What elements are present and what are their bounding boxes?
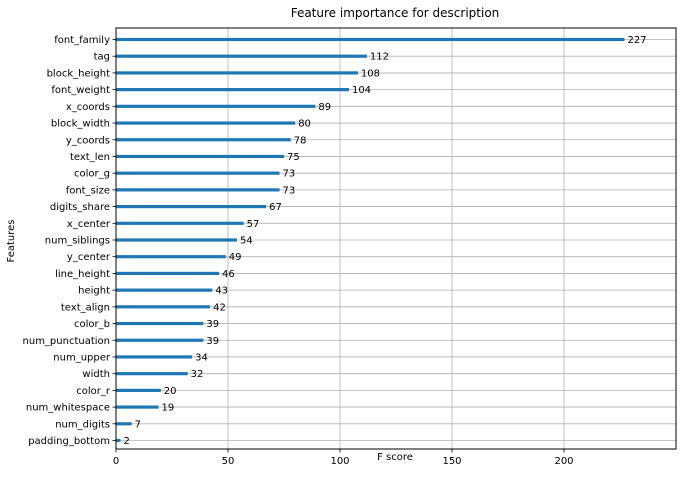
data-label-y_center: 49 bbox=[229, 252, 242, 263]
y-tick-label-num_digits: num_digits bbox=[55, 419, 110, 430]
bar-font_weight bbox=[116, 88, 349, 92]
y-tick-label-digits_share: digits_share bbox=[50, 202, 110, 213]
y-tick-label-num_whitespace: num_whitespace bbox=[26, 403, 110, 414]
bar-width bbox=[116, 372, 188, 376]
y-tick-label-color_b: color_b bbox=[74, 319, 110, 330]
bar-num_siblings bbox=[116, 238, 237, 242]
bar-y_coords bbox=[116, 138, 291, 142]
y-tick-label-block_width: block_width bbox=[51, 119, 110, 130]
data-label-line_height: 46 bbox=[222, 269, 235, 280]
x-tick-label: 200 bbox=[554, 456, 573, 467]
label-layer: 0 50 100 150 200 font_family 227 tag 112 block_he… bbox=[23, 35, 647, 467]
data-label-height: 43 bbox=[215, 286, 228, 297]
data-label-num_punctuation: 39 bbox=[206, 336, 219, 347]
y-tick-label-x_coords: x_coords bbox=[66, 102, 110, 113]
data-label-num_siblings: 54 bbox=[240, 236, 253, 247]
x-tick-label: 150 bbox=[442, 456, 461, 467]
y-tick-label-num_upper: num_upper bbox=[53, 352, 111, 363]
y-tick-label-x_center: x_center bbox=[67, 219, 111, 230]
bar-text_len bbox=[116, 154, 284, 159]
data-label-digits_share: 67 bbox=[269, 202, 282, 213]
bar-font_family bbox=[116, 37, 625, 42]
y-tick-label-tag: tag bbox=[94, 52, 110, 63]
data-label-color_b: 39 bbox=[206, 319, 219, 330]
y-tick-label-text_align: text_align bbox=[61, 302, 110, 313]
bar-padding_bottom bbox=[116, 438, 121, 443]
bar-block_width bbox=[116, 121, 296, 125]
x-tick-label: 100 bbox=[330, 456, 349, 467]
data-label-y_coords: 78 bbox=[294, 135, 307, 146]
y-tick-label-color_r: color_r bbox=[76, 386, 111, 397]
y-tick-label-text_len: text_len bbox=[70, 152, 110, 163]
bar-num_punctuation bbox=[116, 338, 204, 342]
data-label-tag: 112 bbox=[370, 52, 389, 63]
bar-x_center bbox=[116, 221, 244, 225]
y-tick-label-num_siblings: num_siblings bbox=[45, 236, 110, 247]
bar-color_g bbox=[116, 171, 280, 175]
data-label-num_upper: 34 bbox=[195, 352, 208, 363]
data-label-font_size: 73 bbox=[283, 185, 296, 196]
y-tick-label-font_weight: font_weight bbox=[51, 85, 110, 96]
data-label-padding_bottom: 2 bbox=[123, 436, 129, 447]
data-label-width: 32 bbox=[191, 369, 204, 380]
y-tick-label-block_height: block_height bbox=[47, 68, 110, 79]
y-tick-label-font_size: font_size bbox=[66, 185, 110, 196]
x-tick-label: 50 bbox=[222, 456, 235, 467]
y-tick-label-width: width bbox=[82, 369, 110, 380]
y-tick-label-color_g: color_g bbox=[74, 169, 110, 180]
y-tick-label-num_punctuation: num_punctuation bbox=[23, 336, 110, 347]
tick-layer bbox=[112, 39, 565, 453]
y-tick-label-y_coords: y_coords bbox=[66, 135, 110, 146]
data-label-block_height: 108 bbox=[361, 68, 380, 79]
x-tick-label: 0 bbox=[113, 456, 119, 467]
y-tick-label-line_height: line_height bbox=[55, 269, 110, 280]
data-label-x_center: 57 bbox=[247, 219, 260, 230]
data-label-x_coords: 89 bbox=[318, 102, 331, 113]
data-label-font_weight: 104 bbox=[352, 85, 371, 96]
bar-y_center bbox=[116, 255, 226, 259]
y-tick-label-height: height bbox=[78, 286, 110, 297]
bar-line_height bbox=[116, 271, 220, 276]
bar-color_r bbox=[116, 388, 161, 392]
y-tick-label-padding_bottom: padding_bottom bbox=[28, 436, 110, 447]
y-tick-label-y_center: y_center bbox=[67, 252, 111, 263]
data-label-text_len: 75 bbox=[287, 152, 300, 163]
x-axis-label: F score bbox=[377, 452, 413, 463]
bar-num_digits bbox=[116, 422, 132, 426]
y-tick-label-font_family: font_family bbox=[54, 35, 110, 46]
chart-title: Feature importance for description bbox=[291, 6, 500, 20]
plot-frame bbox=[115, 27, 677, 450]
data-label-text_align: 42 bbox=[213, 302, 226, 313]
bar-num_whitespace bbox=[116, 405, 159, 409]
data-label-num_whitespace: 19 bbox=[162, 403, 175, 414]
data-label-font_family: 227 bbox=[627, 35, 646, 46]
data-label-color_g: 73 bbox=[283, 169, 296, 180]
bar-text_align bbox=[116, 305, 211, 309]
bar-font_size bbox=[116, 188, 280, 192]
bar-height bbox=[116, 288, 213, 292]
bar-digits_share bbox=[116, 204, 267, 209]
bar-num_upper bbox=[116, 355, 193, 359]
data-label-block_width: 80 bbox=[298, 119, 311, 130]
data-label-color_r: 20 bbox=[164, 386, 177, 397]
bar-color_b bbox=[116, 321, 204, 326]
bar-x_coords bbox=[116, 104, 316, 108]
bar-layer bbox=[116, 37, 625, 443]
bar-block_height bbox=[116, 71, 358, 75]
y-axis-label: Features bbox=[6, 220, 17, 263]
data-label-num_digits: 7 bbox=[135, 419, 141, 430]
bar-tag bbox=[116, 54, 367, 58]
